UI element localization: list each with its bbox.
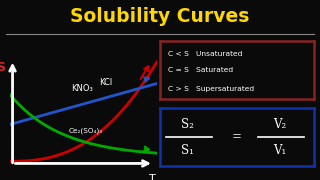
Text: S: S: [0, 61, 5, 74]
Text: =: =: [232, 130, 242, 143]
Text: S₁: S₁: [181, 144, 194, 157]
Text: V₁: V₁: [273, 144, 286, 157]
Text: C > S   Supersaturated: C > S Supersaturated: [168, 86, 254, 92]
Text: KNO₃: KNO₃: [71, 84, 93, 93]
Text: V₂: V₂: [273, 118, 286, 131]
Text: KCl: KCl: [100, 78, 113, 87]
Text: Ce₂(SO₄)₃: Ce₂(SO₄)₃: [68, 128, 103, 134]
Text: Solubility Curves: Solubility Curves: [70, 7, 250, 26]
Text: S₂: S₂: [181, 118, 194, 131]
Text: C = S   Saturated: C = S Saturated: [168, 67, 233, 73]
Text: T: T: [149, 174, 156, 180]
Text: C < S   Unsaturated: C < S Unsaturated: [168, 51, 242, 57]
